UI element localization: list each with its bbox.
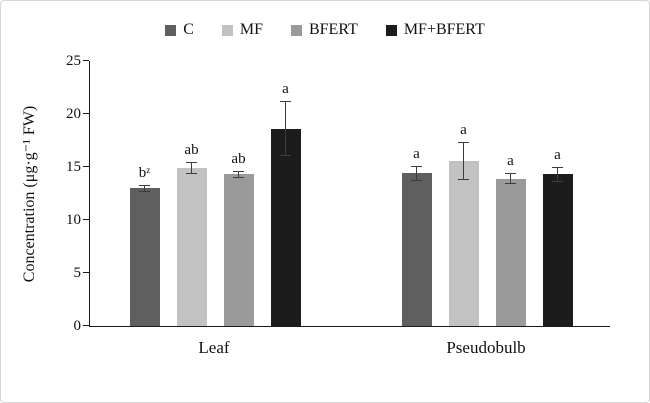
bar-leaf-mf-bfert bbox=[270, 128, 301, 326]
error-bar-cap-top bbox=[411, 166, 422, 167]
bar-pseudobulb-bfert bbox=[495, 178, 526, 326]
error-bar-cap-bottom bbox=[139, 190, 150, 192]
y-tick-mark-15 bbox=[83, 166, 89, 167]
error-bar-leaf-bfert bbox=[238, 171, 239, 178]
bars-layer: bᶻ ab ab a a a a a bbox=[90, 61, 610, 326]
x-category-label-leaf: Leaf bbox=[198, 338, 230, 357]
error-bar-cap-bottom bbox=[411, 179, 422, 181]
bar-leaf-mf bbox=[176, 168, 207, 326]
y-axis-title: Concentration (μg·g⁻¹ FW) bbox=[21, 105, 38, 283]
legend-swatch-mf bbox=[221, 24, 233, 36]
y-tick-mark-10 bbox=[83, 219, 89, 220]
y-tick-label-15: 15 bbox=[66, 159, 81, 175]
legend-label-mf-bfert: MF+BFERT bbox=[403, 21, 485, 38]
x-category-label-pseudobulb: Pseudobulb bbox=[446, 338, 526, 357]
y-tick-label-20: 20 bbox=[66, 106, 81, 122]
y-tick-label-0: 0 bbox=[73, 318, 82, 334]
error-bar-pseudobulb-mf bbox=[463, 142, 464, 179]
error-bar-cap-top bbox=[186, 161, 197, 163]
y-tick-label-5: 5 bbox=[73, 265, 82, 281]
bar-pseudobulb-mf bbox=[448, 160, 479, 326]
error-bar-leaf-c bbox=[144, 185, 145, 191]
error-bar-leaf-mf-bfert bbox=[285, 102, 286, 156]
legend-item-mf: MF bbox=[221, 21, 263, 39]
error-bar-cap-top bbox=[233, 170, 244, 172]
error-bar-cap-bottom bbox=[458, 178, 469, 180]
y-tick-mark-25 bbox=[83, 60, 89, 61]
legend-swatch-mf-bfert bbox=[385, 24, 397, 36]
legend-item-c: C bbox=[165, 21, 194, 39]
sig-label-leaf-mf-bfert: a bbox=[282, 81, 289, 98]
legend-item-mf-bfert: MF+BFERT bbox=[385, 21, 485, 39]
legend-label-mf: MF bbox=[239, 21, 263, 38]
error-bar-pseudobulb-bfert bbox=[510, 174, 511, 183]
y-tick-mark-20 bbox=[83, 113, 89, 114]
error-bar-cap-top bbox=[505, 173, 516, 175]
bar-leaf-bfert bbox=[223, 174, 254, 326]
error-bar-cap-top bbox=[280, 101, 291, 103]
sig-label-pseudobulb-mf-bfert: a bbox=[554, 147, 561, 164]
error-bar-cap-bottom bbox=[280, 155, 291, 157]
sig-label-leaf-bfert: ab bbox=[231, 150, 246, 167]
legend: C MF BFERT MF+BFERT bbox=[1, 21, 649, 39]
y-tick-mark-5 bbox=[83, 272, 89, 273]
error-bar-leaf-mf bbox=[191, 162, 192, 174]
sig-label-pseudobulb-bfert: a bbox=[507, 153, 514, 170]
error-bar-cap-top bbox=[552, 167, 563, 169]
sig-label-leaf-c: bᶻ bbox=[138, 164, 151, 181]
y-tick-mark-0 bbox=[83, 325, 89, 326]
plot-area: bᶻ ab ab a a a a a 0 5 10 15 20 25 bbox=[66, 53, 610, 334]
error-bar-cap-bottom bbox=[233, 177, 244, 179]
bar-pseudobulb-c bbox=[401, 173, 432, 326]
error-bar-cap-bottom bbox=[552, 180, 563, 182]
legend-label-bfert: BFERT bbox=[308, 21, 358, 38]
error-bar-cap-top bbox=[458, 141, 469, 143]
error-bar-cap-bottom bbox=[505, 182, 516, 184]
legend-item-bfert: BFERT bbox=[290, 21, 358, 39]
sig-label-leaf-mf: ab bbox=[184, 141, 199, 158]
sig-label-pseudobulb-mf: a bbox=[460, 121, 467, 138]
error-bar-cap-bottom bbox=[186, 173, 197, 175]
error-bar-cap-top bbox=[139, 184, 150, 186]
legend-swatch-bfert bbox=[290, 24, 302, 36]
error-bar-pseudobulb-c bbox=[416, 167, 417, 180]
y-tick-label-25: 25 bbox=[66, 53, 81, 69]
bar-pseudobulb-mf-bfert bbox=[542, 174, 573, 326]
legend-swatch-c bbox=[165, 24, 177, 36]
sig-label-pseudobulb-c: a bbox=[413, 146, 420, 162]
y-tick-label-10: 10 bbox=[66, 212, 81, 228]
error-bar-pseudobulb-mf-bfert bbox=[557, 168, 558, 181]
legend-label-c: C bbox=[183, 21, 194, 38]
bar-leaf-c bbox=[129, 188, 160, 326]
